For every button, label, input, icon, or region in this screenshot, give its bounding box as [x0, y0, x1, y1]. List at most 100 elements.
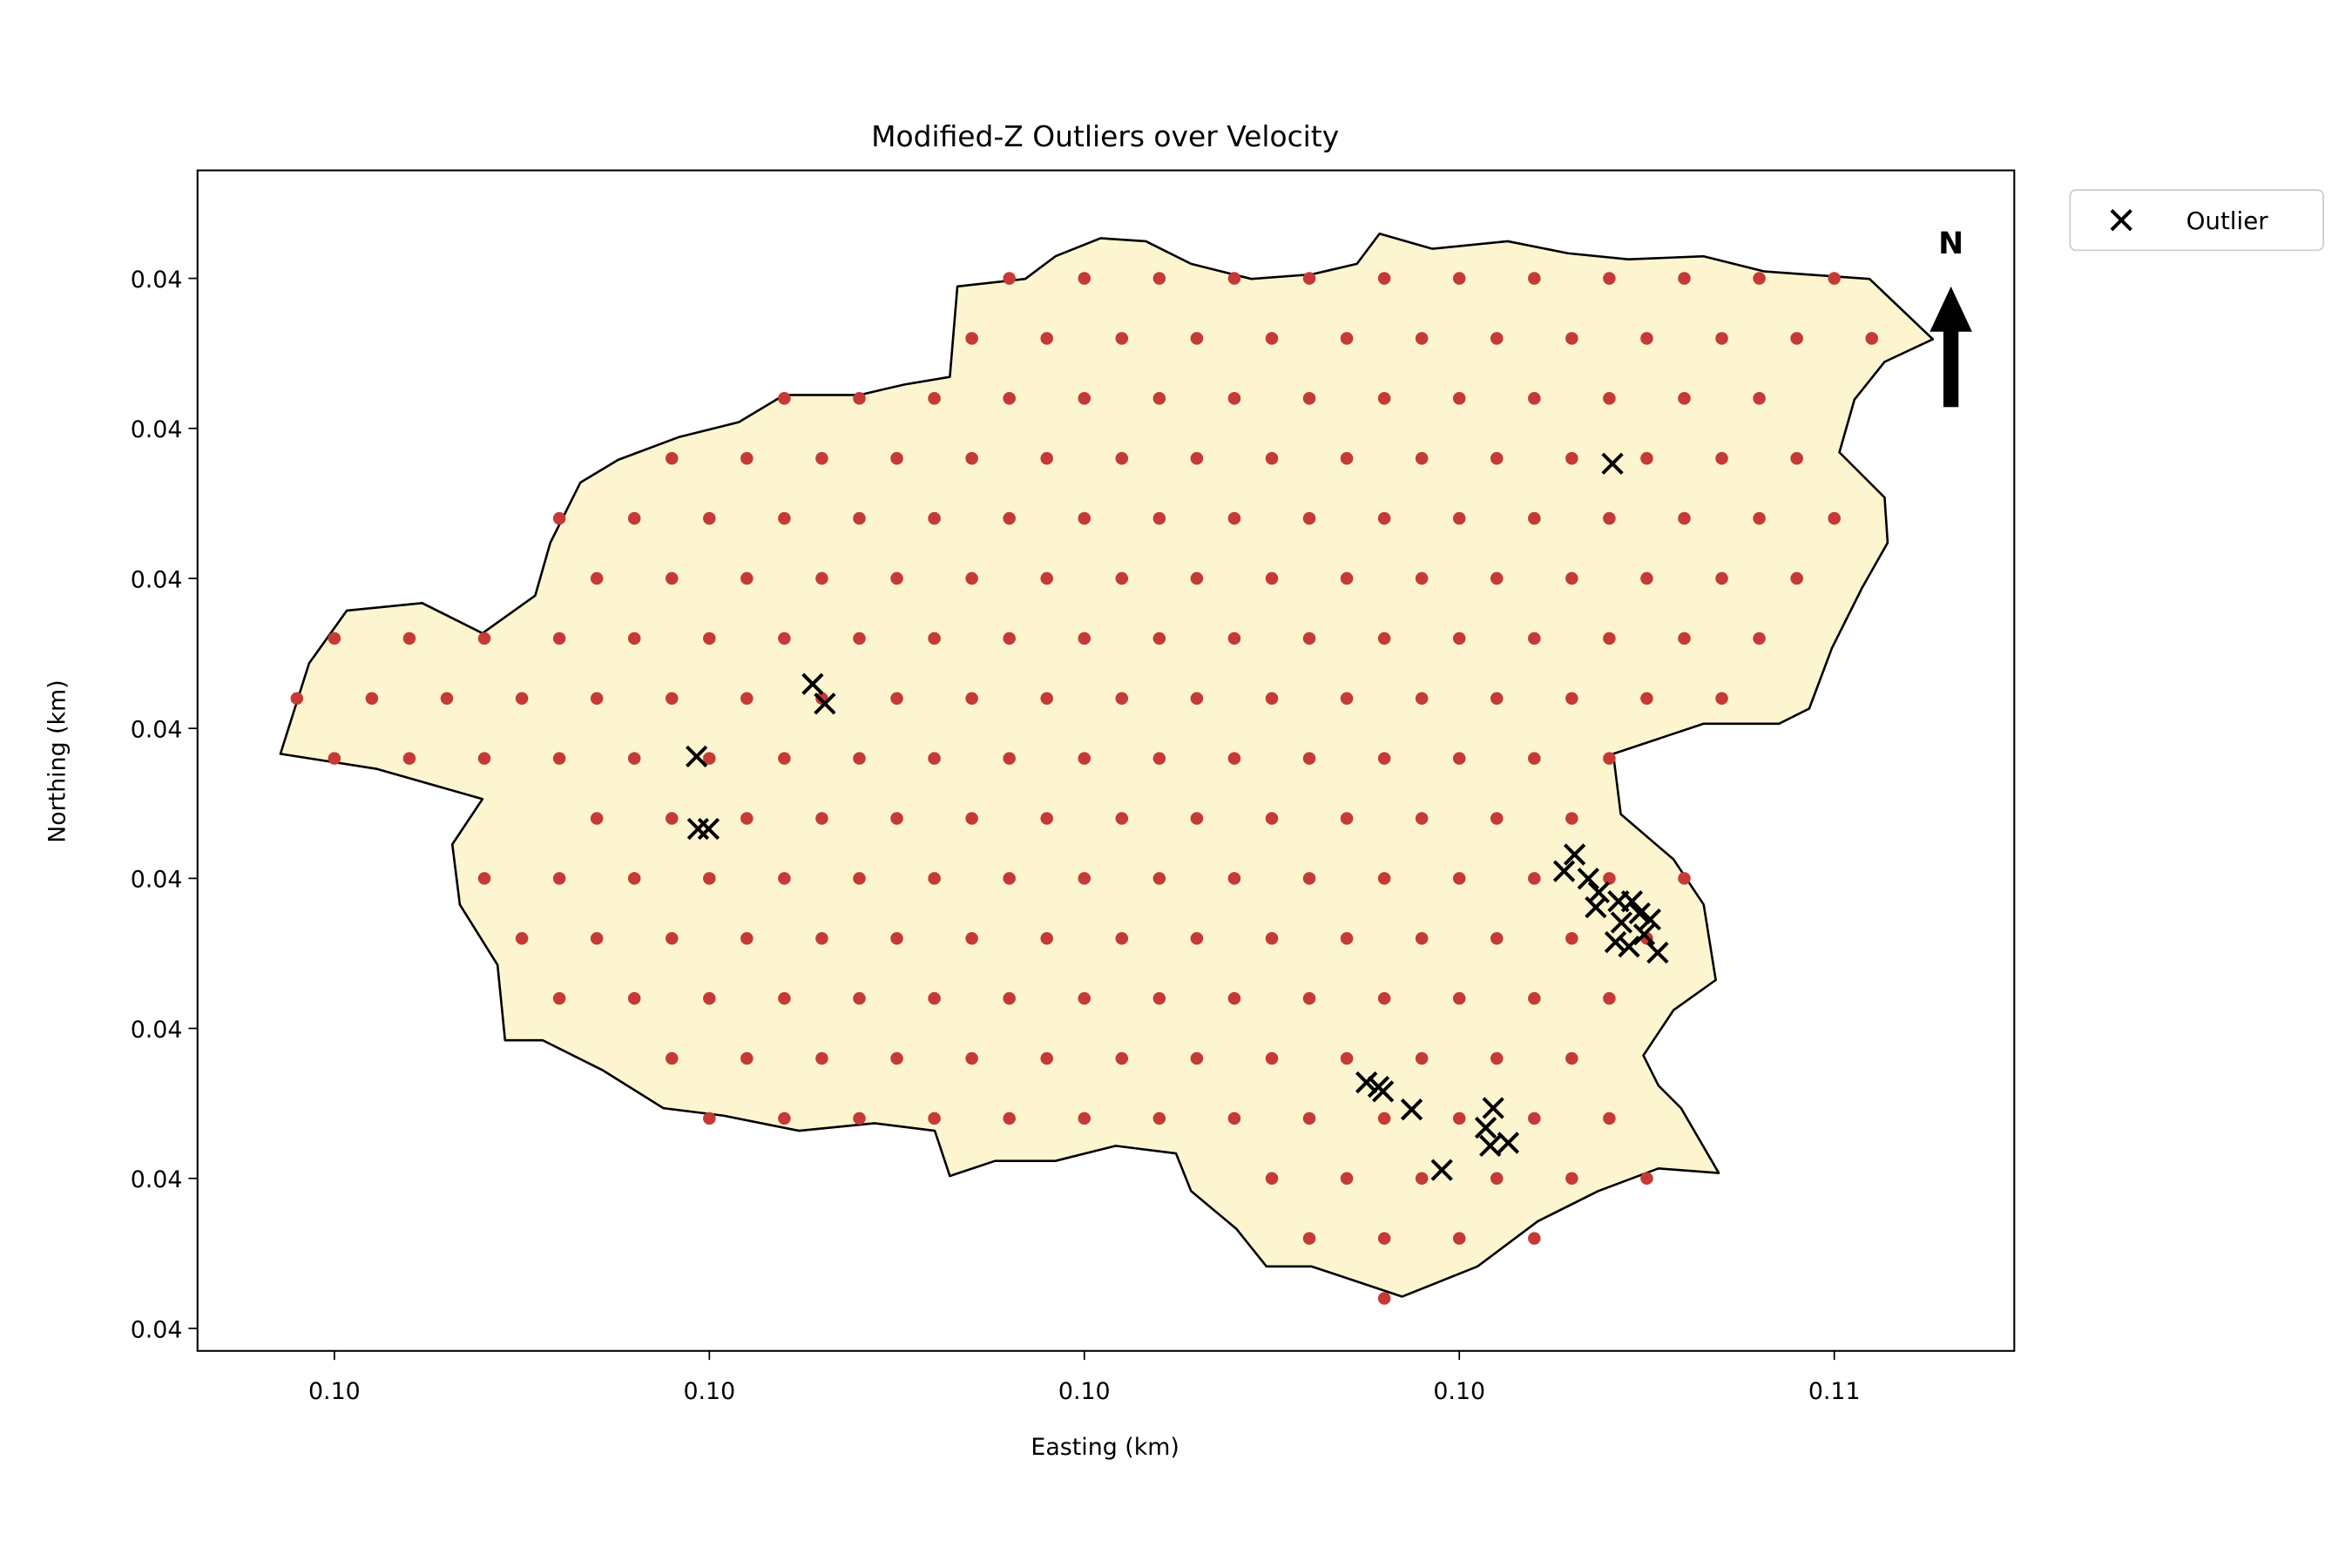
velocity-point	[703, 632, 716, 645]
velocity-point	[1828, 272, 1841, 285]
velocity-point	[665, 451, 679, 465]
velocity-point	[1603, 392, 1616, 405]
velocity-point	[1040, 571, 1053, 585]
velocity-point	[1115, 692, 1129, 705]
velocity-point	[1490, 812, 1504, 825]
y-tick-label: 0.04	[131, 416, 183, 443]
velocity-point	[1377, 752, 1391, 765]
velocity-point	[1490, 1172, 1504, 1186]
outlier-marker	[1610, 911, 1633, 934]
velocity-point	[1452, 392, 1466, 405]
velocity-point	[1377, 272, 1391, 285]
outlier-marker	[1563, 843, 1586, 866]
velocity-point	[928, 632, 941, 645]
velocity-point	[1190, 812, 1204, 825]
velocity-point	[1265, 571, 1279, 585]
x-tick-label: 0.10	[683, 1378, 735, 1405]
velocity-point	[1227, 511, 1241, 525]
velocity-point	[703, 872, 716, 885]
velocity-point	[928, 872, 941, 885]
velocity-point	[1377, 632, 1391, 645]
velocity-point	[1490, 332, 1504, 345]
velocity-point	[477, 632, 491, 645]
velocity-point	[402, 632, 416, 645]
outlier-marker	[1474, 1116, 1497, 1139]
velocity-point	[778, 872, 791, 885]
velocity-point	[1640, 451, 1653, 465]
velocity-point	[1265, 451, 1279, 465]
velocity-point	[1003, 1112, 1016, 1125]
velocity-point	[627, 872, 641, 885]
y-tick-label: 0.04	[131, 1166, 183, 1193]
velocity-point	[1640, 1172, 1653, 1186]
velocity-point	[1452, 272, 1466, 285]
velocity-point	[1715, 571, 1728, 585]
velocity-point	[1377, 991, 1391, 1005]
x-tick-label: 0.10	[308, 1378, 361, 1405]
velocity-point	[965, 931, 978, 945]
velocity-point	[1565, 931, 1578, 945]
velocity-point	[740, 451, 754, 465]
velocity-point	[1227, 272, 1241, 285]
velocity-point	[928, 991, 941, 1005]
velocity-point	[1227, 1112, 1241, 1125]
velocity-point	[1340, 571, 1354, 585]
velocity-point	[1340, 931, 1354, 945]
velocity-point	[965, 1051, 978, 1065]
y-tick-label: 0.04	[131, 267, 183, 294]
velocity-point	[1565, 1051, 1578, 1065]
velocity-point	[853, 991, 866, 1005]
velocity-point	[1415, 812, 1429, 825]
outlier-marker	[1646, 941, 1669, 964]
velocity-point	[1152, 752, 1166, 765]
outlier-marker	[1355, 1071, 1378, 1094]
velocity-point	[928, 511, 941, 525]
velocity-point	[1715, 692, 1728, 705]
velocity-point	[778, 632, 791, 645]
velocity-point	[890, 931, 903, 945]
velocity-point	[1377, 1292, 1391, 1305]
velocity-point	[1640, 332, 1653, 345]
velocity-point	[1528, 991, 1541, 1005]
north-arrow-shaft	[1943, 328, 1959, 408]
velocity-point	[778, 511, 791, 525]
velocity-point	[740, 931, 754, 945]
velocity-point	[965, 571, 978, 585]
velocity-point	[1640, 692, 1653, 705]
velocity-point	[1302, 632, 1316, 645]
outlier-marker	[1632, 923, 1656, 946]
velocity-point	[1340, 1172, 1354, 1186]
x-tick-label: 0.11	[1808, 1378, 1861, 1405]
velocity-point	[1040, 692, 1053, 705]
velocity-point	[1115, 931, 1129, 945]
velocity-point	[1078, 1112, 1092, 1125]
velocity-point	[928, 752, 941, 765]
velocity-point	[1715, 332, 1728, 345]
velocity-point	[815, 571, 828, 585]
velocity-point	[890, 571, 903, 585]
velocity-point	[853, 392, 866, 405]
velocity-point	[1003, 392, 1016, 405]
velocity-point	[1265, 812, 1279, 825]
velocity-point	[328, 752, 341, 765]
velocity-point	[1265, 1172, 1279, 1186]
north-arrow: N	[1930, 226, 1972, 408]
velocity-point	[890, 812, 903, 825]
velocity-point	[1265, 1051, 1279, 1065]
velocity-point	[1078, 392, 1092, 405]
velocity-point	[1152, 872, 1166, 885]
y-tick-label: 0.04	[131, 717, 183, 744]
velocity-point	[1377, 511, 1391, 525]
x-axis-label: Easting (km)	[1031, 1434, 1179, 1461]
velocity-point	[1678, 632, 1691, 645]
velocity-point	[778, 392, 791, 405]
velocity-point	[1003, 752, 1016, 765]
velocity-point	[1190, 451, 1204, 465]
velocity-point	[740, 571, 754, 585]
velocity-point	[1565, 692, 1578, 705]
velocity-point	[1452, 991, 1466, 1005]
velocity-point	[1152, 632, 1166, 645]
velocity-point	[1490, 451, 1504, 465]
velocity-point	[1078, 752, 1092, 765]
y-tick-label: 0.04	[131, 1017, 183, 1044]
